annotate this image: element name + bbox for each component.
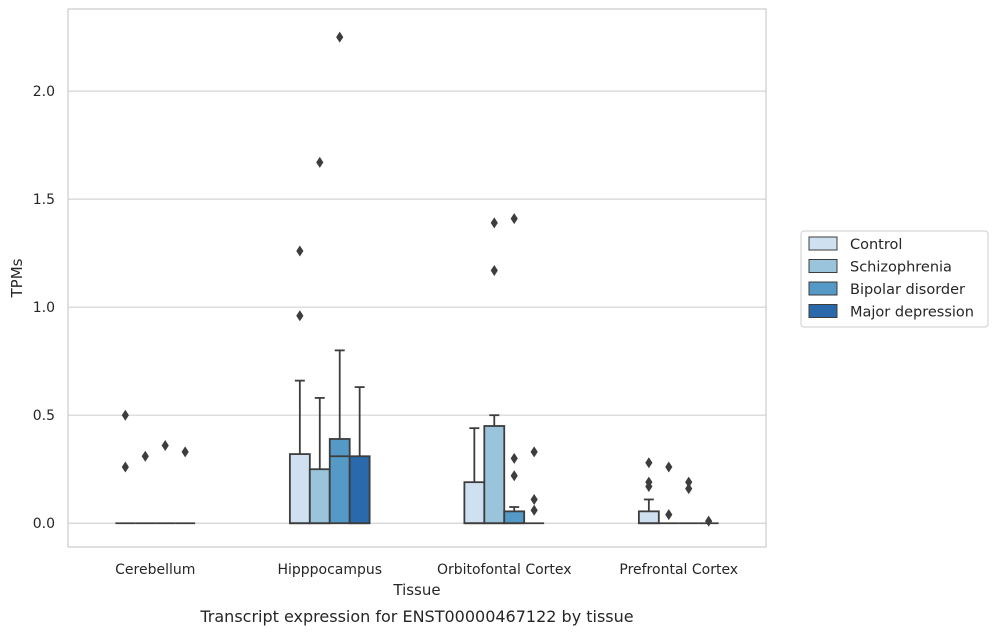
- box-control: [637, 498, 660, 525]
- box-control: [463, 427, 486, 525]
- outlier-point: [510, 213, 518, 225]
- box-body: [288, 453, 311, 525]
- y-tick-label: 2.0: [33, 84, 55, 100]
- outlier-marks: [121, 31, 713, 527]
- box-schizophrenia: [483, 414, 506, 525]
- box-bipolar-disorder: [328, 349, 351, 525]
- x-tick-labels: Cerebellum Hipppocampus Orbitofontal Corte…: [115, 562, 738, 578]
- legend-label: Major depression: [850, 305, 974, 321]
- outlier-point: [685, 483, 693, 495]
- x-tick-label: Hipppocampus: [277, 562, 382, 578]
- grid-lines: [68, 90, 766, 524]
- legend-label: Schizophrenia: [850, 260, 952, 276]
- y-tick-label: 0.5: [33, 408, 55, 424]
- x-tick-label: Cerebellum: [115, 562, 195, 578]
- plot-frame: [67, 8, 767, 548]
- box-schizophrenia: [308, 397, 331, 525]
- outlier-point: [645, 457, 653, 469]
- x-tick-label: Orbitofontal Cortex: [437, 562, 572, 578]
- outlier-point: [490, 264, 498, 276]
- legend-swatch: [808, 281, 838, 296]
- outlier-point: [316, 156, 324, 168]
- outlier-point: [645, 476, 653, 488]
- y-axis-title: TPMs: [8, 258, 26, 298]
- outlier-point: [336, 31, 344, 43]
- legend-swatch: [808, 304, 838, 318]
- box-body: [637, 510, 660, 525]
- x-tick-label: Prefrontal Cortex: [619, 562, 738, 578]
- outlier-point: [705, 515, 713, 527]
- outlier-point: [296, 310, 304, 322]
- box-body: [308, 468, 331, 525]
- legend-swatch: [808, 236, 838, 251]
- y-tick-labels: 0.0 0.5 1.0 1.5 2.0: [33, 84, 55, 532]
- box-major-depression: [348, 386, 371, 525]
- legend-label: Bipolar disorder: [850, 282, 965, 298]
- box-body: [503, 510, 526, 525]
- outlier-point: [510, 452, 518, 464]
- chart-caption: Transcript expression for ENST0000046712…: [199, 607, 633, 626]
- legend: Control Schizophrenia Bipolar disorder Majo…: [800, 230, 989, 328]
- outlier-point: [665, 509, 673, 521]
- outlier-point: [685, 476, 693, 488]
- legend-frame: [800, 230, 989, 328]
- y-tick-label: 1.5: [33, 192, 55, 208]
- legend-label: Control: [850, 237, 902, 253]
- outlier-point: [121, 409, 129, 421]
- legend-swatch: [808, 259, 838, 273]
- outlier-point: [510, 470, 518, 482]
- outlier-point: [181, 446, 189, 458]
- outlier-point: [296, 245, 304, 257]
- outlier-point: [121, 461, 129, 473]
- box-bipolar-disorder: [503, 506, 526, 525]
- outlier-point: [665, 461, 673, 473]
- outlier-point: [490, 217, 498, 229]
- box-body: [463, 481, 486, 525]
- outlier-point: [530, 504, 538, 516]
- box-body: [348, 455, 371, 525]
- outlier-point: [141, 450, 149, 462]
- box-control: [288, 379, 311, 525]
- box-body: [328, 438, 351, 525]
- outlier-point: [530, 446, 538, 458]
- x-axis-title: Tissue: [392, 581, 440, 599]
- box-marks: [115, 349, 719, 525]
- box-body: [483, 425, 506, 525]
- y-tick-label: 1.0: [33, 300, 55, 316]
- y-tick-label: 0.0: [33, 516, 55, 532]
- outlier-point: [530, 493, 538, 505]
- outlier-point: [161, 439, 169, 451]
